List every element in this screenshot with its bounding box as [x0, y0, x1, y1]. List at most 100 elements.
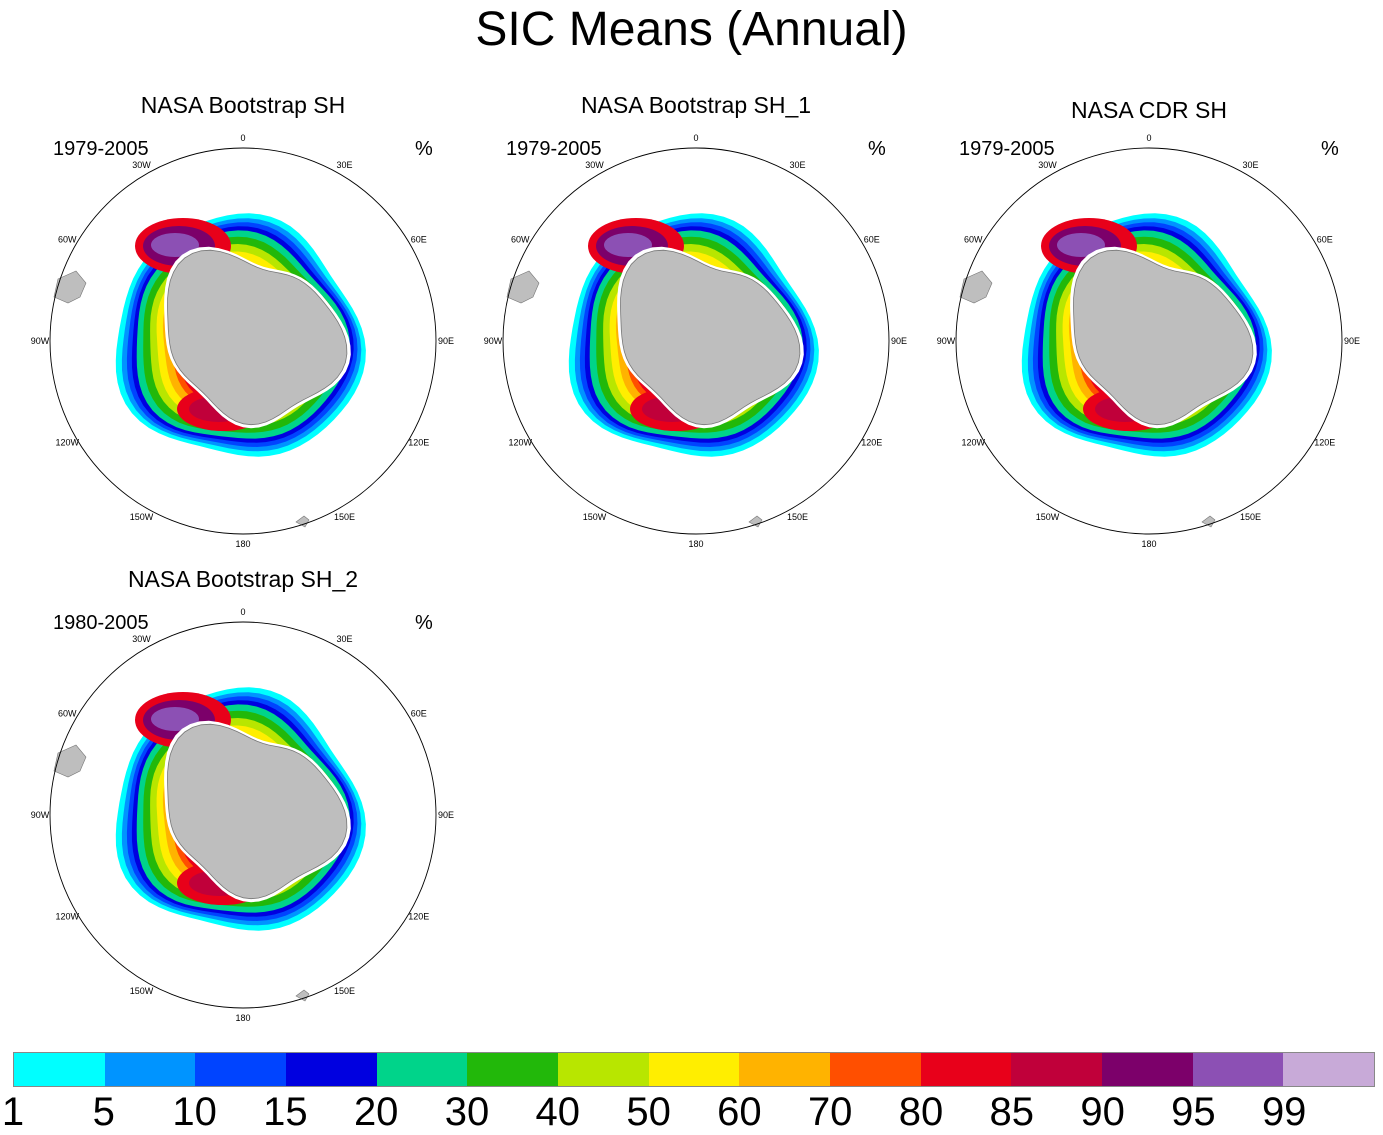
- map-panel: NASA Bootstrap SH 1979-2005 % 0 30E 60E 90E…: [23, 92, 463, 549]
- panel-title: NASA Bootstrap SH_2: [127, 566, 359, 592]
- longitude-label: 120E: [861, 438, 882, 448]
- longitude-label: 0: [240, 133, 245, 143]
- south-america-landmass: [506, 270, 540, 304]
- colorbar-tick-label: 80: [898, 1090, 944, 1134]
- longitude-label: 90E: [438, 336, 454, 346]
- colorbar-segment: [467, 1053, 559, 1086]
- colorbar: [13, 1052, 1375, 1087]
- colorbar-tick-label: 10: [172, 1090, 217, 1134]
- colorbar-segment: [14, 1053, 105, 1086]
- longitude-label: 120W: [55, 438, 79, 448]
- longitude-label: 60W: [964, 235, 983, 245]
- colorbar-segment: [920, 1053, 1012, 1086]
- colorbar-segment: [739, 1053, 831, 1086]
- colorbar-tick-label: 60: [717, 1090, 762, 1134]
- longitude-label: 180: [1141, 539, 1156, 549]
- panel-years: 1979-2005: [53, 138, 149, 160]
- new-zealand-landmass: [1201, 515, 1216, 528]
- weddell-sea-ice-peak: [151, 707, 199, 731]
- longitude-label: 120W: [508, 438, 532, 448]
- map-panel: NASA Bootstrap SH_1 1979-2005 % 0 30E 60E 9…: [476, 92, 916, 549]
- antarctica-landmass: [167, 723, 348, 900]
- longitude-label: 180: [235, 1013, 250, 1023]
- colorbar-segment: [376, 1053, 468, 1086]
- longitude-label: 60E: [411, 235, 427, 245]
- longitude-label: 90W: [937, 336, 956, 346]
- longitude-label: 30E: [336, 160, 352, 170]
- colorbar-tick-label: 1: [1, 1090, 25, 1134]
- panel-years: 1980-2005: [53, 612, 149, 634]
- longitude-label: 90W: [484, 336, 503, 346]
- colorbar-segment: [1102, 1053, 1193, 1086]
- south-america-landmass: [53, 270, 87, 304]
- longitude-label: 60W: [58, 709, 77, 719]
- panel-unit: %: [868, 138, 886, 160]
- longitude-label: 0: [240, 607, 245, 617]
- colorbar-segment: [1192, 1053, 1284, 1086]
- colorbar-tick-label: 5: [92, 1090, 115, 1134]
- longitude-label: 150E: [1240, 512, 1261, 522]
- longitude-label: 60W: [58, 235, 77, 245]
- colorbar-segment: [1011, 1053, 1103, 1086]
- longitude-label: 180: [688, 539, 703, 549]
- longitude-label: 150E: [334, 512, 355, 522]
- colorbar-segment: [648, 1053, 740, 1086]
- longitude-label: 90W: [31, 810, 50, 820]
- colorbar-segment: [830, 1053, 921, 1086]
- colorbar-segment: [1283, 1053, 1375, 1086]
- longitude-label: 60E: [1317, 235, 1333, 245]
- longitude-label: 30W: [585, 160, 604, 170]
- longitude-label: 30E: [1242, 160, 1258, 170]
- colorbar-tick-label: 40: [535, 1090, 581, 1134]
- map-boundary-circle: [49, 147, 437, 535]
- colorbar-segment: [286, 1053, 377, 1086]
- colorbar-tick-label: 30: [444, 1090, 490, 1134]
- longitude-label: 180: [235, 539, 250, 549]
- longitude-label: 60W: [511, 235, 530, 245]
- antarctica-landmass: [167, 249, 348, 426]
- longitude-label: 150W: [583, 512, 607, 522]
- longitude-label: 150E: [334, 986, 355, 996]
- map-boundary-circle: [955, 147, 1343, 535]
- longitude-label: 60E: [864, 235, 880, 245]
- colorbar-segment: [195, 1053, 287, 1086]
- longitude-label: 30W: [132, 160, 151, 170]
- polar-map: 0 30E 60E 90E 120E 150E 180 150W 120W 90W 60W 30W: [937, 133, 1360, 549]
- colorbar-tick-label: 50: [626, 1090, 671, 1134]
- colorbar-tick-label: 90: [1080, 1090, 1125, 1134]
- new-zealand-landmass: [295, 515, 310, 528]
- colorbar-tick-label: 20: [353, 1090, 399, 1134]
- panel-years: 1979-2005: [506, 138, 602, 160]
- longitude-label: 120E: [408, 912, 429, 922]
- colorbar-tick-label: 85: [989, 1090, 1035, 1134]
- panel-title: NASA CDR SH: [1071, 97, 1227, 123]
- new-zealand-landmass: [748, 515, 763, 528]
- weddell-sea-ice-peak: [151, 233, 199, 257]
- colorbar-segment: [104, 1053, 196, 1086]
- panel-years: 1979-2005: [959, 138, 1055, 160]
- longitude-label: 150W: [1036, 512, 1060, 522]
- figure-title: SIC Means (Annual): [475, 3, 908, 56]
- south-america-landmass: [959, 270, 993, 304]
- panel-title: NASA Bootstrap SH: [140, 92, 346, 118]
- polar-map: 0 30E 60E 90E 120E 150E 180 150W 120W 90W 60W 30W: [31, 607, 454, 1023]
- panel-unit: %: [1321, 138, 1339, 160]
- map-boundary-circle: [502, 147, 890, 535]
- panel-unit: %: [415, 138, 433, 160]
- longitude-label: 60E: [411, 709, 427, 719]
- colorbar-segment: [558, 1053, 649, 1086]
- longitude-label: 150E: [787, 512, 808, 522]
- longitude-label: 150W: [130, 986, 154, 996]
- new-zealand-landmass: [295, 989, 310, 1002]
- longitude-label: 30E: [336, 634, 352, 644]
- colorbar-tick-label: 70: [807, 1090, 853, 1134]
- longitude-label: 0: [1146, 133, 1151, 143]
- weddell-sea-ice-peak: [1057, 233, 1105, 257]
- antarctica-landmass: [1073, 249, 1254, 426]
- map-panel: NASA CDR SH 1979-2005 % 0 30E 60E 90E 120E 15…: [929, 96, 1369, 549]
- polar-map: 0 30E 60E 90E 120E 150E 180 150W 120W 90W 60W 30W: [31, 133, 454, 549]
- longitude-label: 0: [693, 133, 698, 143]
- longitude-label: 90E: [891, 336, 907, 346]
- longitude-label: 90E: [1344, 336, 1360, 346]
- colorbar-tick-label: 99: [1261, 1090, 1307, 1134]
